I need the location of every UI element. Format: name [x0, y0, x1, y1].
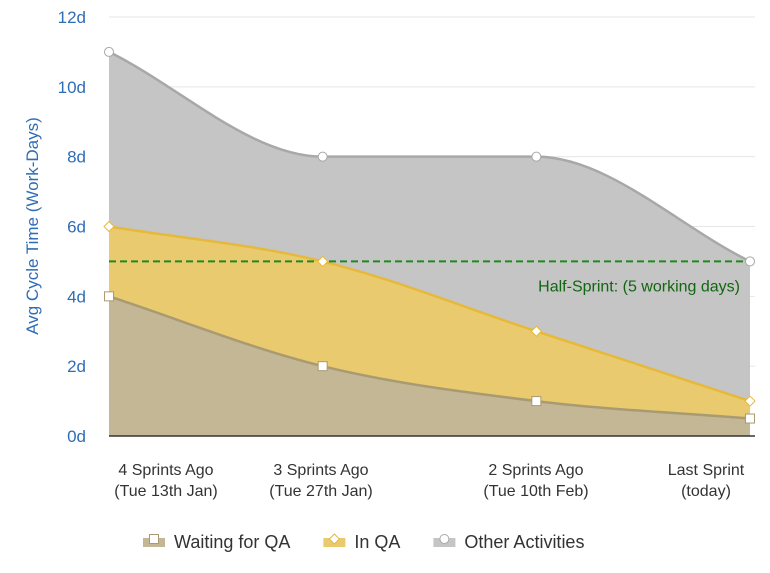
y-axis-label: Avg Cycle Time (Work-Days): [23, 117, 42, 335]
x-tick-label: 3 Sprints Ago: [273, 462, 368, 479]
legend-label[interactable]: Other Activities: [464, 532, 584, 552]
data-point: [316, 255, 329, 268]
data-point: [103, 220, 115, 233]
legend-marker-icon: [328, 533, 341, 545]
data-point: [745, 413, 755, 424]
x-tick-label: (Tue 10th Feb): [483, 483, 588, 500]
x-tick-label: (today): [681, 483, 731, 500]
data-point: [317, 151, 328, 162]
x-tick-label: 2 Sprints Ago: [488, 462, 583, 479]
legend-marker-icon: [149, 534, 159, 544]
data-point: [531, 151, 542, 162]
x-tick-label: (Tue 13th Jan): [114, 483, 217, 500]
legend-label[interactable]: Waiting for QA: [174, 532, 290, 552]
y-tick-label: 10d: [58, 78, 86, 97]
y-tick-label: 8d: [67, 148, 86, 167]
data-point: [531, 396, 542, 407]
data-point: [745, 256, 755, 267]
data-point: [104, 291, 114, 302]
y-tick-label: 6d: [67, 218, 86, 237]
data-point: [104, 46, 114, 57]
x-tick-label: (Tue 27th Jan): [269, 483, 372, 500]
line-in-qa: [108, 225, 751, 403]
line-other-activities: [108, 50, 751, 263]
y-tick-label: 4d: [67, 287, 86, 306]
area-waiting-for-qa: [109, 296, 750, 436]
threshold-label: Half-Sprint: (5 working days): [538, 278, 740, 295]
legend-marker-icon: [439, 534, 450, 544]
line-waiting-for-qa: [108, 295, 751, 420]
x-tick-label: 4 Sprints Ago: [118, 462, 213, 479]
y-tick-label: 2d: [67, 357, 86, 376]
data-point: [317, 361, 328, 372]
y-tick-label: 0d: [67, 427, 86, 446]
data-point: [530, 325, 543, 337]
legend-label[interactable]: In QA: [354, 532, 400, 552]
data-point: [744, 395, 756, 407]
x-tick-label: Last Sprint: [668, 462, 745, 479]
y-tick-label: 12d: [58, 8, 86, 27]
